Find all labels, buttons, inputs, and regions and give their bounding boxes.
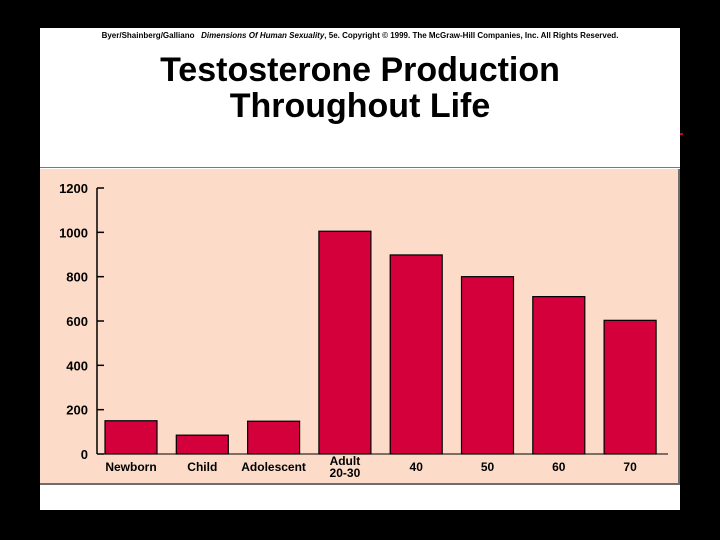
y-tick-label: 600 — [66, 314, 88, 329]
decorative-mark — [680, 133, 683, 135]
bar-3 — [247, 420, 301, 455]
copyright-book-title: Dimensions Of Human Sexuality — [201, 31, 325, 40]
slide-title: Testosterone Production Throughout Life — [40, 52, 680, 124]
bar-4 — [318, 230, 372, 455]
bar-2 — [175, 434, 229, 455]
x-category-label: Adult 20-30 — [330, 454, 361, 480]
slide-title-line-1: Testosterone Production — [160, 51, 560, 89]
copyright-edition: , 5e. Copyright © 1999. The McGraw-Hill … — [324, 31, 619, 40]
y-tick-label: 1000 — [59, 225, 88, 240]
y-tick-label: 800 — [66, 270, 88, 285]
copyright-notice: Byer/Shainberg/Galliano Dimensions Of Hu… — [40, 31, 680, 40]
plot-bottom-border — [40, 483, 680, 485]
y-tick-label: 400 — [66, 358, 88, 373]
copyright-authors: Byer/Shainberg/Galliano — [101, 31, 195, 40]
x-category-label: 70 — [623, 460, 637, 474]
x-category-label-line: 20-30 — [330, 466, 361, 480]
slide-title-line-2: Throughout Life — [229, 87, 491, 125]
bar-5 — [389, 254, 443, 455]
x-category-label: 60 — [552, 460, 566, 474]
x-category-label: Adolescent — [241, 460, 306, 474]
x-category-label: Newborn — [105, 460, 156, 474]
x-category-label-line: Adult — [330, 454, 361, 468]
y-tick-label: 1200 — [59, 181, 88, 196]
y-tick-label: 0 — [81, 447, 88, 462]
bar-1 — [104, 420, 158, 455]
title-divider — [40, 167, 680, 168]
x-category-label: Child — [187, 460, 217, 474]
y-tick-label: 200 — [66, 403, 88, 418]
x-category-label: 40 — [410, 460, 424, 474]
x-category-label: 50 — [481, 460, 495, 474]
bar-6 — [460, 276, 515, 455]
bar-8 — [603, 319, 657, 455]
bar-7 — [532, 296, 586, 455]
